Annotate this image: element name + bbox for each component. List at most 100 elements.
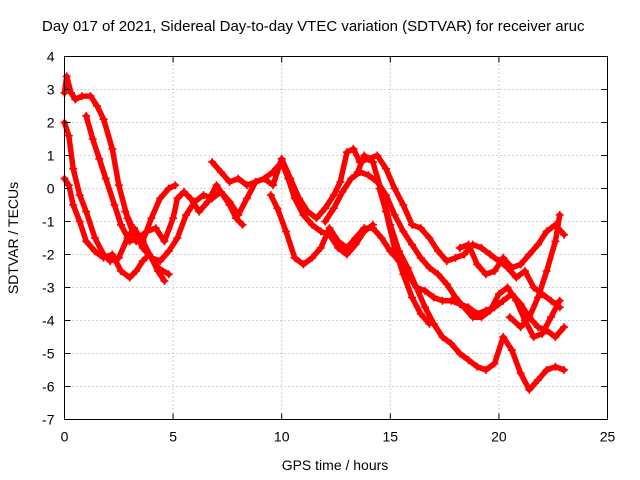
data-point — [490, 267, 499, 275]
data-point — [360, 151, 369, 160]
data-point — [421, 303, 430, 312]
data-point — [260, 174, 269, 183]
data-point — [116, 267, 125, 275]
x-tick-label: 25 — [600, 429, 616, 445]
data-point — [381, 207, 390, 216]
data-point — [490, 359, 499, 368]
data-point — [455, 243, 464, 252]
data-point — [360, 224, 369, 233]
data-point — [477, 313, 486, 322]
data-point — [375, 184, 384, 193]
data-point — [99, 253, 108, 262]
data-point — [225, 197, 234, 206]
data-point — [429, 293, 438, 302]
data-point — [512, 296, 521, 305]
data-point — [69, 164, 78, 173]
data-point — [494, 290, 503, 299]
data-point — [555, 296, 564, 305]
y-tick-label: -3 — [42, 280, 55, 296]
data-point — [455, 349, 464, 358]
data-point — [351, 234, 360, 242]
data-point — [110, 201, 119, 209]
data-point — [336, 177, 345, 186]
data-point — [164, 270, 173, 279]
data-point — [486, 250, 495, 259]
data-point — [464, 240, 473, 249]
data-point — [447, 339, 456, 348]
data-point — [90, 234, 99, 242]
data-point — [156, 257, 165, 266]
data-point — [438, 296, 447, 305]
data-point — [75, 217, 84, 226]
data-point — [86, 92, 95, 101]
data-point — [147, 253, 156, 262]
data-point — [390, 243, 399, 252]
data-point — [460, 250, 469, 259]
data-point — [101, 174, 110, 183]
data-point — [560, 230, 569, 239]
y-tick-label: -6 — [42, 379, 55, 395]
data-point — [321, 204, 330, 213]
data-point — [95, 154, 104, 163]
data-point — [421, 286, 430, 295]
data-point — [442, 257, 451, 266]
y-tick-label: 4 — [47, 49, 55, 65]
x-tick-label: 0 — [61, 429, 69, 445]
y-tick-label: 2 — [47, 115, 55, 131]
y-tick-label: -7 — [42, 412, 55, 428]
data-point — [269, 181, 278, 190]
data-point — [442, 280, 451, 289]
data-point — [299, 260, 308, 269]
data-point — [512, 273, 521, 282]
data-point — [547, 296, 556, 305]
data-point — [173, 194, 182, 203]
y-tick-label: -2 — [42, 247, 55, 263]
data-point — [434, 247, 443, 256]
data-point — [560, 366, 569, 374]
data-point — [182, 210, 191, 219]
data-point — [151, 224, 160, 233]
data-point — [329, 204, 338, 213]
data-point — [516, 323, 525, 332]
data-point — [242, 181, 251, 190]
data-point — [312, 214, 321, 223]
data-point — [460, 303, 469, 312]
data-point — [399, 270, 408, 279]
data-point — [82, 111, 91, 120]
data-point — [114, 181, 123, 190]
data-point — [195, 207, 204, 216]
data-point — [160, 237, 169, 246]
data-point — [153, 263, 162, 272]
data-point — [507, 263, 516, 272]
data-point — [529, 283, 538, 292]
data-point — [525, 385, 534, 394]
x-tick-label: 5 — [169, 429, 177, 445]
data-point — [516, 369, 525, 378]
data-point — [447, 296, 456, 305]
y-tick-label: 1 — [47, 148, 55, 164]
data-point — [308, 220, 317, 229]
data-point — [299, 210, 308, 219]
data-point — [353, 168, 362, 176]
data-point — [368, 224, 377, 233]
data-point — [225, 177, 234, 186]
data-point — [179, 187, 188, 196]
data-point — [130, 227, 139, 236]
data-point — [82, 207, 91, 216]
data-point — [468, 313, 477, 322]
data-point — [373, 151, 382, 160]
data-point — [138, 257, 147, 266]
data-point — [190, 197, 199, 206]
y-tick-label: -4 — [42, 313, 55, 329]
data-point — [390, 210, 399, 219]
data-point — [173, 234, 182, 242]
chart-title: Day 017 of 2021, Sidereal Day-to-day VTE… — [42, 18, 585, 35]
data-point — [416, 253, 425, 262]
data-point — [408, 293, 417, 302]
data-point — [325, 224, 334, 233]
data-point — [473, 362, 482, 371]
data-point — [147, 214, 156, 223]
data-point — [342, 243, 351, 252]
y-tick-label: -5 — [42, 346, 55, 362]
